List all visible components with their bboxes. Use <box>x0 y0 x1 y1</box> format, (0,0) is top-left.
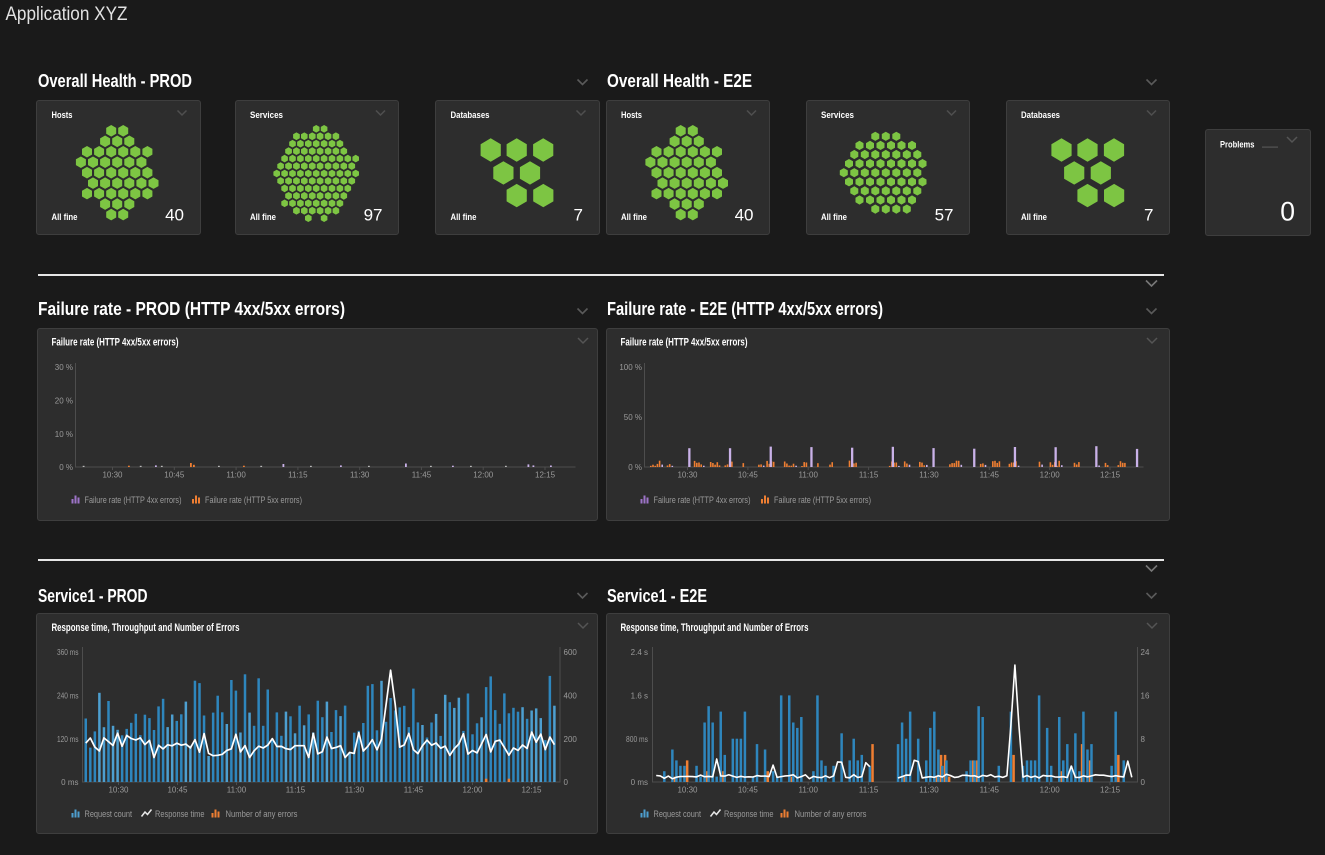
svg-text:Response time: Response time <box>724 809 774 819</box>
svg-text:360 ms: 360 ms <box>57 648 79 657</box>
svg-text:Number of any errors: Number of any errors <box>226 809 298 819</box>
svg-text:All fine: All fine <box>52 212 78 223</box>
svg-text:12:15: 12:15 <box>521 786 542 795</box>
svg-text:10:45: 10:45 <box>167 786 188 795</box>
svg-text:12:15: 12:15 <box>1100 786 1121 795</box>
svg-text:10:30: 10:30 <box>677 471 698 480</box>
svg-text:11:00: 11:00 <box>799 786 819 795</box>
svg-text:0 %: 0 % <box>59 463 73 472</box>
svg-text:30 %: 30 % <box>55 363 73 372</box>
svg-text:Failure rate - E2E (HTTP 4xx/5: Failure rate - E2E (HTTP 4xx/5xx errors) <box>607 299 883 319</box>
svg-text:2.4 s: 2.4 s <box>631 648 648 657</box>
svg-text:Failure rate (HTTP 4xx/5xx err: Failure rate (HTTP 4xx/5xx errors) <box>621 337 748 349</box>
svg-text:11:30: 11:30 <box>919 471 939 480</box>
svg-text:0 %: 0 % <box>628 463 642 472</box>
svg-text:12:00: 12:00 <box>462 786 483 795</box>
svg-text:11:45: 11:45 <box>412 471 432 480</box>
svg-text:12:00: 12:00 <box>1040 786 1061 795</box>
svg-text:50 %: 50 % <box>624 413 642 422</box>
svg-text:All fine: All fine <box>821 212 847 223</box>
svg-text:Problems: Problems <box>1220 140 1255 151</box>
svg-text:Hosts: Hosts <box>621 110 642 121</box>
svg-text:Databases: Databases <box>451 110 490 121</box>
svg-text:Response time, Throughput and: Response time, Throughput and Number of … <box>621 622 809 634</box>
svg-text:Service1 - E2E: Service1 - E2E <box>607 586 707 606</box>
svg-text:11:15: 11:15 <box>288 471 308 480</box>
svg-text:10 %: 10 % <box>55 430 73 439</box>
svg-text:All fine: All fine <box>451 212 477 223</box>
svg-text:11:15: 11:15 <box>286 786 306 795</box>
svg-text:0 ms: 0 ms <box>61 778 78 787</box>
svg-text:0: 0 <box>564 778 569 787</box>
svg-text:40: 40 <box>735 206 754 225</box>
svg-text:24: 24 <box>1141 648 1150 657</box>
svg-text:16: 16 <box>1141 692 1150 701</box>
svg-text:All fine: All fine <box>250 212 276 223</box>
svg-text:Response time, Throughput and: Response time, Throughput and Number of … <box>52 622 240 634</box>
svg-text:Failure rate - PROD (HTTP 4xx/: Failure rate - PROD (HTTP 4xx/5xx errors… <box>38 299 345 319</box>
svg-text:57: 57 <box>935 206 954 225</box>
svg-text:8: 8 <box>1141 735 1146 744</box>
svg-text:240 ms: 240 ms <box>57 692 79 701</box>
svg-text:Application XYZ: Application XYZ <box>6 4 128 25</box>
svg-text:Request count: Request count <box>85 809 133 819</box>
svg-text:Overall Health - E2E: Overall Health - E2E <box>607 71 752 91</box>
svg-text:All fine: All fine <box>621 212 647 223</box>
svg-text:400: 400 <box>564 692 578 701</box>
svg-text:Failure rate (HTTP 4xx/5xx err: Failure rate (HTTP 4xx/5xx errors) <box>52 337 179 349</box>
svg-text:40: 40 <box>165 206 184 225</box>
svg-text:200: 200 <box>564 735 578 744</box>
svg-text:11:00: 11:00 <box>226 471 246 480</box>
svg-text:Service1 - PROD: Service1 - PROD <box>38 586 148 606</box>
svg-text:12:15: 12:15 <box>1100 471 1121 480</box>
svg-text:11:30: 11:30 <box>350 471 370 480</box>
svg-text:Failure rate (HTTP 5xx errors): Failure rate (HTTP 5xx errors) <box>774 495 871 505</box>
svg-text:12:00: 12:00 <box>473 471 494 480</box>
svg-text:0 ms: 0 ms <box>631 778 648 787</box>
svg-text:Response time: Response time <box>155 809 205 819</box>
svg-text:10:45: 10:45 <box>738 471 759 480</box>
svg-text:Services: Services <box>821 110 854 121</box>
svg-text:11:00: 11:00 <box>227 786 247 795</box>
svg-text:12:00: 12:00 <box>1040 471 1061 480</box>
svg-text:97: 97 <box>364 206 383 225</box>
svg-text:11:15: 11:15 <box>859 471 879 480</box>
svg-text:10:45: 10:45 <box>164 471 185 480</box>
svg-text:Request count: Request count <box>654 809 702 819</box>
svg-text:600: 600 <box>564 648 578 657</box>
svg-text:11:45: 11:45 <box>404 786 424 795</box>
svg-text:Hosts: Hosts <box>52 110 73 121</box>
svg-text:11:45: 11:45 <box>980 471 1000 480</box>
svg-text:20 %: 20 % <box>55 397 73 406</box>
svg-text:11:30: 11:30 <box>345 786 365 795</box>
svg-text:10:30: 10:30 <box>108 786 129 795</box>
svg-text:120 ms: 120 ms <box>57 735 79 744</box>
svg-text:7: 7 <box>1144 206 1153 225</box>
svg-text:Failure rate (HTTP 5xx errors): Failure rate (HTTP 5xx errors) <box>205 495 302 505</box>
svg-text:10:45: 10:45 <box>738 786 759 795</box>
svg-text:All fine: All fine <box>1021 212 1047 223</box>
svg-text:11:30: 11:30 <box>919 786 939 795</box>
svg-text:11:00: 11:00 <box>799 471 819 480</box>
svg-text:10:30: 10:30 <box>677 786 698 795</box>
svg-text:100 %: 100 % <box>619 363 642 372</box>
svg-text:Services: Services <box>250 110 283 121</box>
svg-text:11:45: 11:45 <box>980 786 1000 795</box>
svg-text:800 ms: 800 ms <box>626 735 648 744</box>
svg-text:Overall Health - PROD: Overall Health - PROD <box>38 71 192 91</box>
svg-text:10:30: 10:30 <box>102 471 123 480</box>
svg-text:12:15: 12:15 <box>535 471 556 480</box>
svg-text:0: 0 <box>1141 778 1146 787</box>
svg-text:Number of any errors: Number of any errors <box>795 809 867 819</box>
svg-text:Failure rate (HTTP 4xx errors): Failure rate (HTTP 4xx errors) <box>85 495 182 505</box>
svg-text:11:15: 11:15 <box>859 786 879 795</box>
svg-text:1.6 s: 1.6 s <box>631 692 648 701</box>
svg-text:7: 7 <box>574 206 583 225</box>
svg-text:Databases: Databases <box>1021 110 1060 121</box>
svg-text:Failure rate (HTTP 4xx errors): Failure rate (HTTP 4xx errors) <box>654 495 751 505</box>
svg-text:0: 0 <box>1280 197 1295 227</box>
